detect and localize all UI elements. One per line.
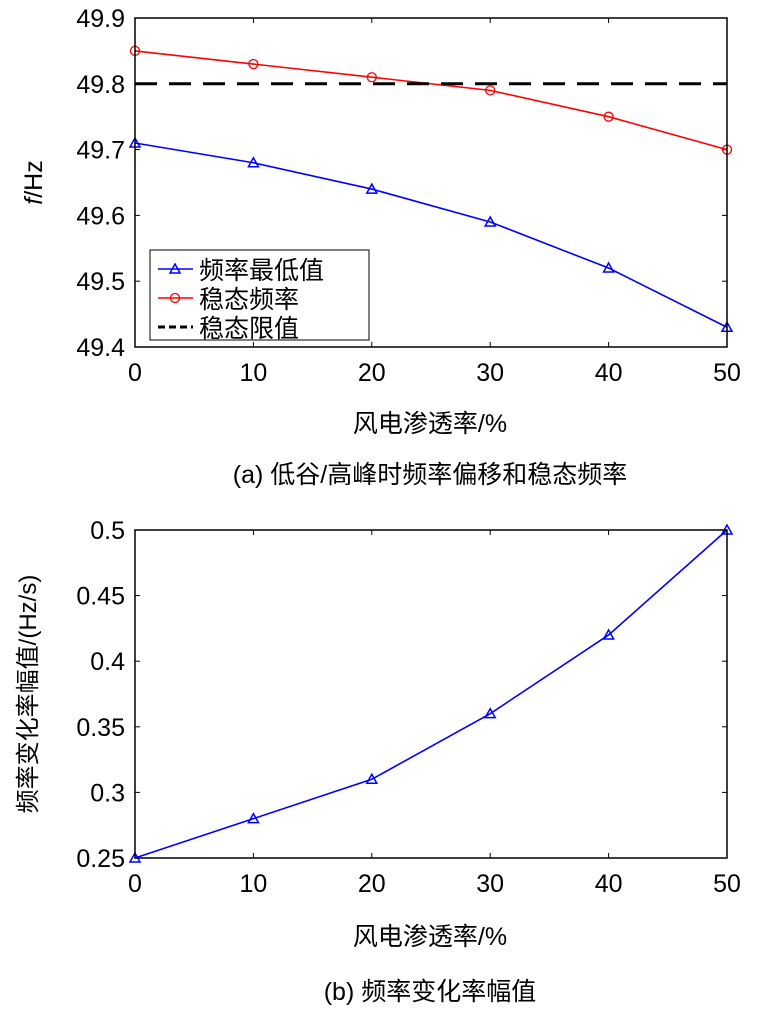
y-axis-label: f/Hz: [20, 160, 48, 204]
triangle-marker: [168, 262, 182, 274]
triangle-marker: [483, 707, 497, 719]
y-tick-label: 49.8: [76, 71, 125, 99]
triangle-marker: [602, 628, 615, 640]
y-axis-label-italic: f: [20, 195, 48, 205]
y-tick-label: 49.5: [76, 268, 125, 296]
series-line: [134, 50, 728, 151]
triangle-marker: [483, 215, 497, 227]
x-tick-label: 30: [476, 359, 504, 387]
y-tick-label: 0.4: [90, 648, 125, 676]
x-tick-label: 0: [128, 359, 142, 387]
plot-frame: [134, 529, 728, 859]
triangle-marker: [247, 812, 260, 824]
x-tick-label: 50: [713, 359, 741, 387]
chart-a: 0 10 20 30 40 50 49.4 49.5 49.6 49.7 49.8 49.9 风电渗透率…: [20, 5, 741, 489]
legend-label: 稳态限值: [199, 315, 299, 343]
y-tick-label: 0.3: [90, 779, 125, 807]
x-tick-label: 10: [239, 870, 267, 898]
circle-marker: [603, 111, 614, 122]
y-tick-label: 49.7: [76, 137, 125, 165]
y-tick-label: 0.35: [76, 714, 125, 742]
circle-marker: [169, 292, 181, 304]
y-axis-label-unit: /Hz: [20, 160, 48, 198]
triangle-marker: [247, 156, 260, 168]
y-tick-label: 0.5: [90, 517, 125, 545]
plot-frame: [134, 17, 728, 348]
circle-marker: [485, 85, 496, 96]
legend-label: 频率最低值: [199, 257, 324, 285]
y-tick-label: 49.4: [76, 334, 125, 362]
x-axis-label: 风电渗透率/%: [353, 410, 507, 438]
triangle-marker: [365, 772, 379, 785]
y-tick-label: 0.45: [76, 583, 125, 611]
series-1: [129, 45, 733, 155]
legend-box: [149, 249, 370, 341]
y-axis-label: 频率变化率幅值/(Hz/s): [15, 575, 42, 814]
triangle-marker: [365, 182, 379, 194]
y-tick-label: 0.25: [76, 845, 125, 873]
series-line: [134, 529, 728, 859]
series-0: [128, 523, 734, 863]
circle-marker: [248, 58, 259, 70]
chart-caption: (a) 低谷/高峰时频率偏移和稳态频率: [233, 461, 627, 489]
legend-label: 稳态频率: [199, 286, 299, 314]
x-tick-label: 50: [713, 870, 741, 898]
y-tick-label: 49.6: [76, 202, 125, 230]
x-tick-label: 30: [476, 870, 504, 898]
x-tick-label: 40: [595, 870, 623, 898]
chart-caption: (b) 频率变化率幅值: [324, 978, 537, 1006]
y-tick-label: 49.9: [76, 5, 125, 33]
triangle-marker: [602, 261, 615, 273]
chart-b: 0 10 20 30 40 50 0.25 0.3 0.35 0.4 0.45 0.5 风电渗透率/% (…: [15, 517, 741, 1006]
x-tick-label: 10: [239, 359, 267, 387]
x-tick-label: 20: [358, 359, 386, 387]
circle-marker: [366, 72, 377, 83]
x-axis-label: 风电渗透率/%: [353, 923, 507, 951]
series-line: [134, 142, 728, 328]
x-tick-label: 20: [358, 870, 386, 898]
x-tick-label: 0: [128, 870, 142, 898]
x-tick-label: 40: [595, 359, 623, 387]
